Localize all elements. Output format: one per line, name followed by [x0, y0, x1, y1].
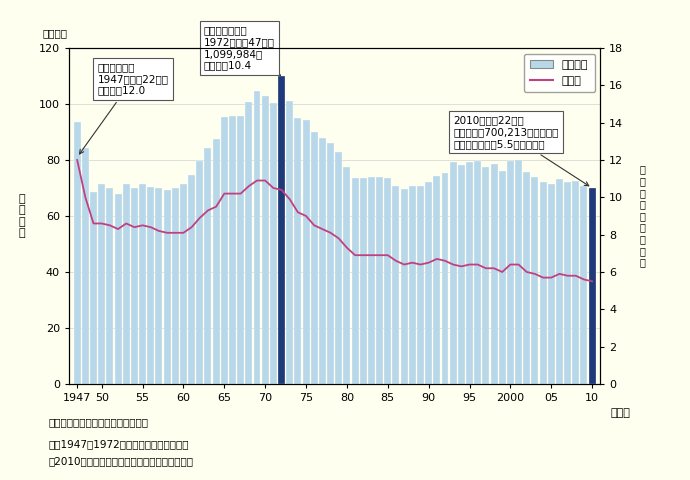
Text: （万組）: （万組）: [43, 28, 68, 38]
Bar: [474, 161, 481, 384]
Bar: [548, 184, 555, 384]
Bar: [344, 167, 351, 384]
Text: 2010年の婚姻件数及び婚姻率は概数である。: 2010年の婚姻件数及び婚姻率は概数である。: [48, 456, 193, 466]
Bar: [172, 188, 179, 384]
Y-axis label: 婚
姻
率
（
人
口
千
対
）: 婚 姻 率 （ 人 口 千 対 ）: [640, 165, 646, 267]
Bar: [286, 101, 293, 384]
Bar: [384, 178, 391, 384]
Bar: [262, 96, 268, 384]
Bar: [164, 190, 170, 384]
Legend: 婚姻件数, 婚姻率: 婚姻件数, 婚姻率: [524, 54, 595, 93]
Bar: [442, 173, 448, 384]
Bar: [335, 152, 342, 384]
Bar: [540, 182, 546, 384]
Bar: [352, 178, 359, 384]
Bar: [401, 189, 408, 384]
Bar: [433, 176, 440, 384]
Bar: [466, 162, 473, 384]
Bar: [482, 167, 489, 384]
Bar: [246, 102, 253, 384]
Bar: [458, 165, 465, 384]
Bar: [531, 177, 538, 384]
Bar: [237, 116, 244, 384]
Bar: [197, 160, 204, 384]
Bar: [523, 172, 530, 384]
Bar: [204, 148, 211, 384]
Bar: [499, 170, 506, 384]
Bar: [82, 148, 89, 384]
Bar: [327, 143, 334, 384]
Bar: [106, 188, 113, 384]
Bar: [564, 182, 571, 384]
Bar: [115, 194, 121, 384]
Bar: [139, 184, 146, 384]
Bar: [425, 182, 432, 384]
Bar: [74, 122, 81, 384]
Bar: [491, 164, 497, 384]
Bar: [270, 103, 277, 384]
Text: 資料：厕生労働省「人口動態統計」: 資料：厕生労働省「人口動態統計」: [48, 418, 148, 428]
Y-axis label: 婚
姻
件
数: 婚 姻 件 数: [19, 193, 26, 239]
Text: 最高の婚姻率
1947（昭和22）年
婚姻率：12.0: 最高の婚姻率 1947（昭和22）年 婚姻率：12.0: [79, 62, 168, 154]
Bar: [393, 186, 400, 384]
Bar: [589, 188, 595, 384]
Bar: [409, 186, 416, 384]
Bar: [131, 188, 138, 384]
Bar: [90, 192, 97, 384]
Bar: [98, 184, 105, 384]
Bar: [359, 178, 366, 384]
Bar: [580, 186, 587, 384]
Bar: [515, 160, 522, 384]
Bar: [221, 117, 228, 384]
Bar: [147, 187, 154, 384]
Bar: [450, 162, 457, 384]
Bar: [556, 180, 563, 384]
Bar: [155, 188, 162, 384]
Bar: [368, 177, 375, 384]
Text: （年）: （年）: [611, 408, 631, 418]
Bar: [376, 177, 383, 384]
Text: 2010（平成22）年
婚姻件数：700,213組（概数）
最低の婚姻率：5.5（概数値）: 2010（平成22）年 婚姻件数：700,213組（概数） 最低の婚姻率：5.5…: [453, 116, 589, 186]
Bar: [319, 138, 326, 384]
Text: 最高の婚姻件数
1972（昭和47）年
1,099,984組
婚姻率：10.4: 最高の婚姻件数 1972（昭和47）年 1,099,984組 婚姻率：10.4: [204, 25, 281, 75]
Bar: [303, 120, 310, 384]
Bar: [572, 181, 579, 384]
Bar: [507, 160, 514, 384]
Bar: [123, 184, 130, 384]
Bar: [253, 91, 260, 384]
Bar: [278, 76, 285, 384]
Bar: [310, 132, 317, 384]
Text: 注：1947～1972年は沖縄県を含まない。: 注：1947～1972年は沖縄県を含まない。: [48, 439, 189, 449]
Bar: [295, 118, 302, 384]
Bar: [229, 116, 236, 384]
Bar: [213, 139, 219, 384]
Bar: [417, 186, 424, 384]
Bar: [180, 184, 187, 384]
Bar: [188, 175, 195, 384]
